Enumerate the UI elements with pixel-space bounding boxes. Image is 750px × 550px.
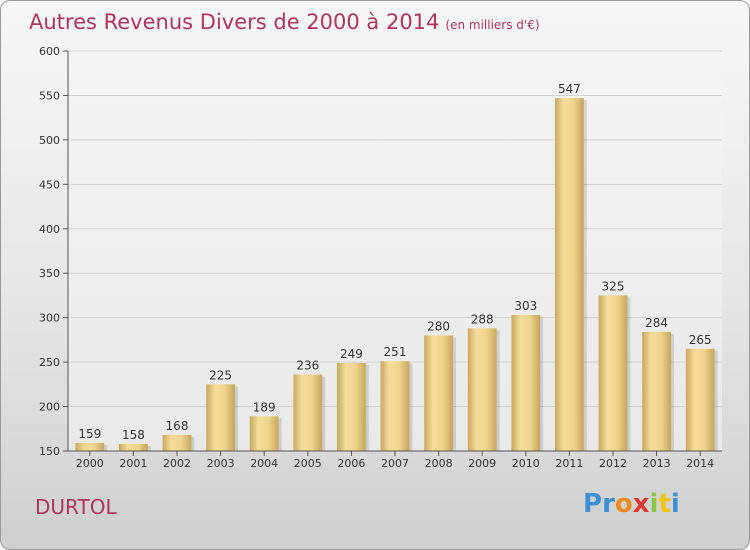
bar [293, 374, 323, 451]
bar-value-label: 547 [558, 82, 581, 96]
bar [511, 315, 541, 451]
x-tick-label: 2001 [119, 457, 147, 470]
commune-name: DURTOL [35, 495, 117, 519]
logo-letter: i [649, 489, 659, 519]
bar [337, 363, 366, 451]
bar [467, 328, 497, 451]
bar-value-label: 280 [427, 319, 450, 333]
bar [642, 331, 671, 451]
proxiti-logo: Proxiti [583, 489, 680, 519]
bar-value-label: 284 [645, 316, 668, 330]
bar [598, 295, 628, 451]
x-tick-label: 2012 [599, 457, 627, 470]
bar [162, 435, 192, 451]
bar-value-label: 236 [296, 359, 319, 373]
bar-value-label: 303 [514, 299, 537, 313]
y-axis: 150 200 250 300 350 400 450 500 550 600 [39, 45, 69, 458]
bar [380, 361, 410, 451]
x-tick-label: 2013 [643, 457, 671, 470]
x-axis: 2000 2001 2002 2003 2004 2005 2006 2007 2008 2009… [68, 450, 722, 470]
bar-value-label: 159 [78, 427, 101, 441]
x-tick-label: 2000 [76, 457, 104, 470]
bar-value-label: 189 [253, 400, 276, 414]
y-tick-label: 300 [39, 312, 60, 325]
bar [424, 335, 453, 451]
y-tick-label: 200 [39, 401, 60, 414]
y-tick-label: 400 [39, 223, 60, 236]
logo-letter: r [602, 489, 615, 519]
logo-letter: P [583, 489, 603, 519]
y-tick-label: 600 [39, 45, 60, 58]
x-tick-label: 2006 [337, 457, 365, 470]
bar-value-label: 249 [340, 347, 363, 361]
y-tick-label: 350 [39, 267, 60, 280]
y-tick-label: 150 [39, 445, 60, 458]
bar-value-label: 158 [122, 428, 145, 442]
x-tick-label: 2004 [250, 457, 278, 470]
logo-letter: i [670, 489, 680, 519]
x-tick-label: 2009 [468, 457, 496, 470]
x-tick-label: 2014 [686, 457, 714, 470]
y-tick-label: 500 [39, 134, 60, 147]
chart-title: Autres Revenus Divers de 2000 à 2014 (en … [29, 10, 540, 34]
bar-value-label: 251 [384, 345, 407, 359]
x-tick-label: 2007 [381, 457, 409, 470]
bar-value-label: 288 [471, 312, 494, 326]
x-tick-label: 2005 [294, 457, 322, 470]
logo-letter: x [632, 489, 650, 519]
bar-value-label: 325 [602, 279, 625, 293]
bar-value-label: 168 [166, 419, 189, 433]
y-tick-label: 450 [39, 178, 60, 191]
bar [119, 443, 148, 451]
x-tick-label: 2011 [555, 457, 583, 470]
y-tick-label: 550 [39, 89, 60, 102]
x-tick-label: 2010 [512, 457, 540, 470]
bar [75, 443, 105, 451]
x-tick-label: 2003 [207, 457, 235, 470]
title-unit: (en milliers d'€) [445, 18, 540, 32]
bar [555, 98, 584, 451]
bar [685, 348, 715, 451]
bar [249, 416, 279, 451]
bar-value-label: 225 [209, 368, 232, 382]
bar [206, 384, 235, 451]
logo-letter: t [658, 489, 671, 519]
logo-letter: o [614, 489, 633, 519]
x-tick-label: 2008 [425, 457, 453, 470]
bars: 159 158 168 225 189 236 249 251 280 288 303 547 325 2… [75, 82, 718, 451]
y-tick-label: 250 [39, 356, 60, 369]
x-tick-label: 2002 [163, 457, 191, 470]
title-text: Autres Revenus Divers de 2000 à 2014 [29, 10, 440, 34]
bar-value-label: 265 [689, 333, 712, 347]
